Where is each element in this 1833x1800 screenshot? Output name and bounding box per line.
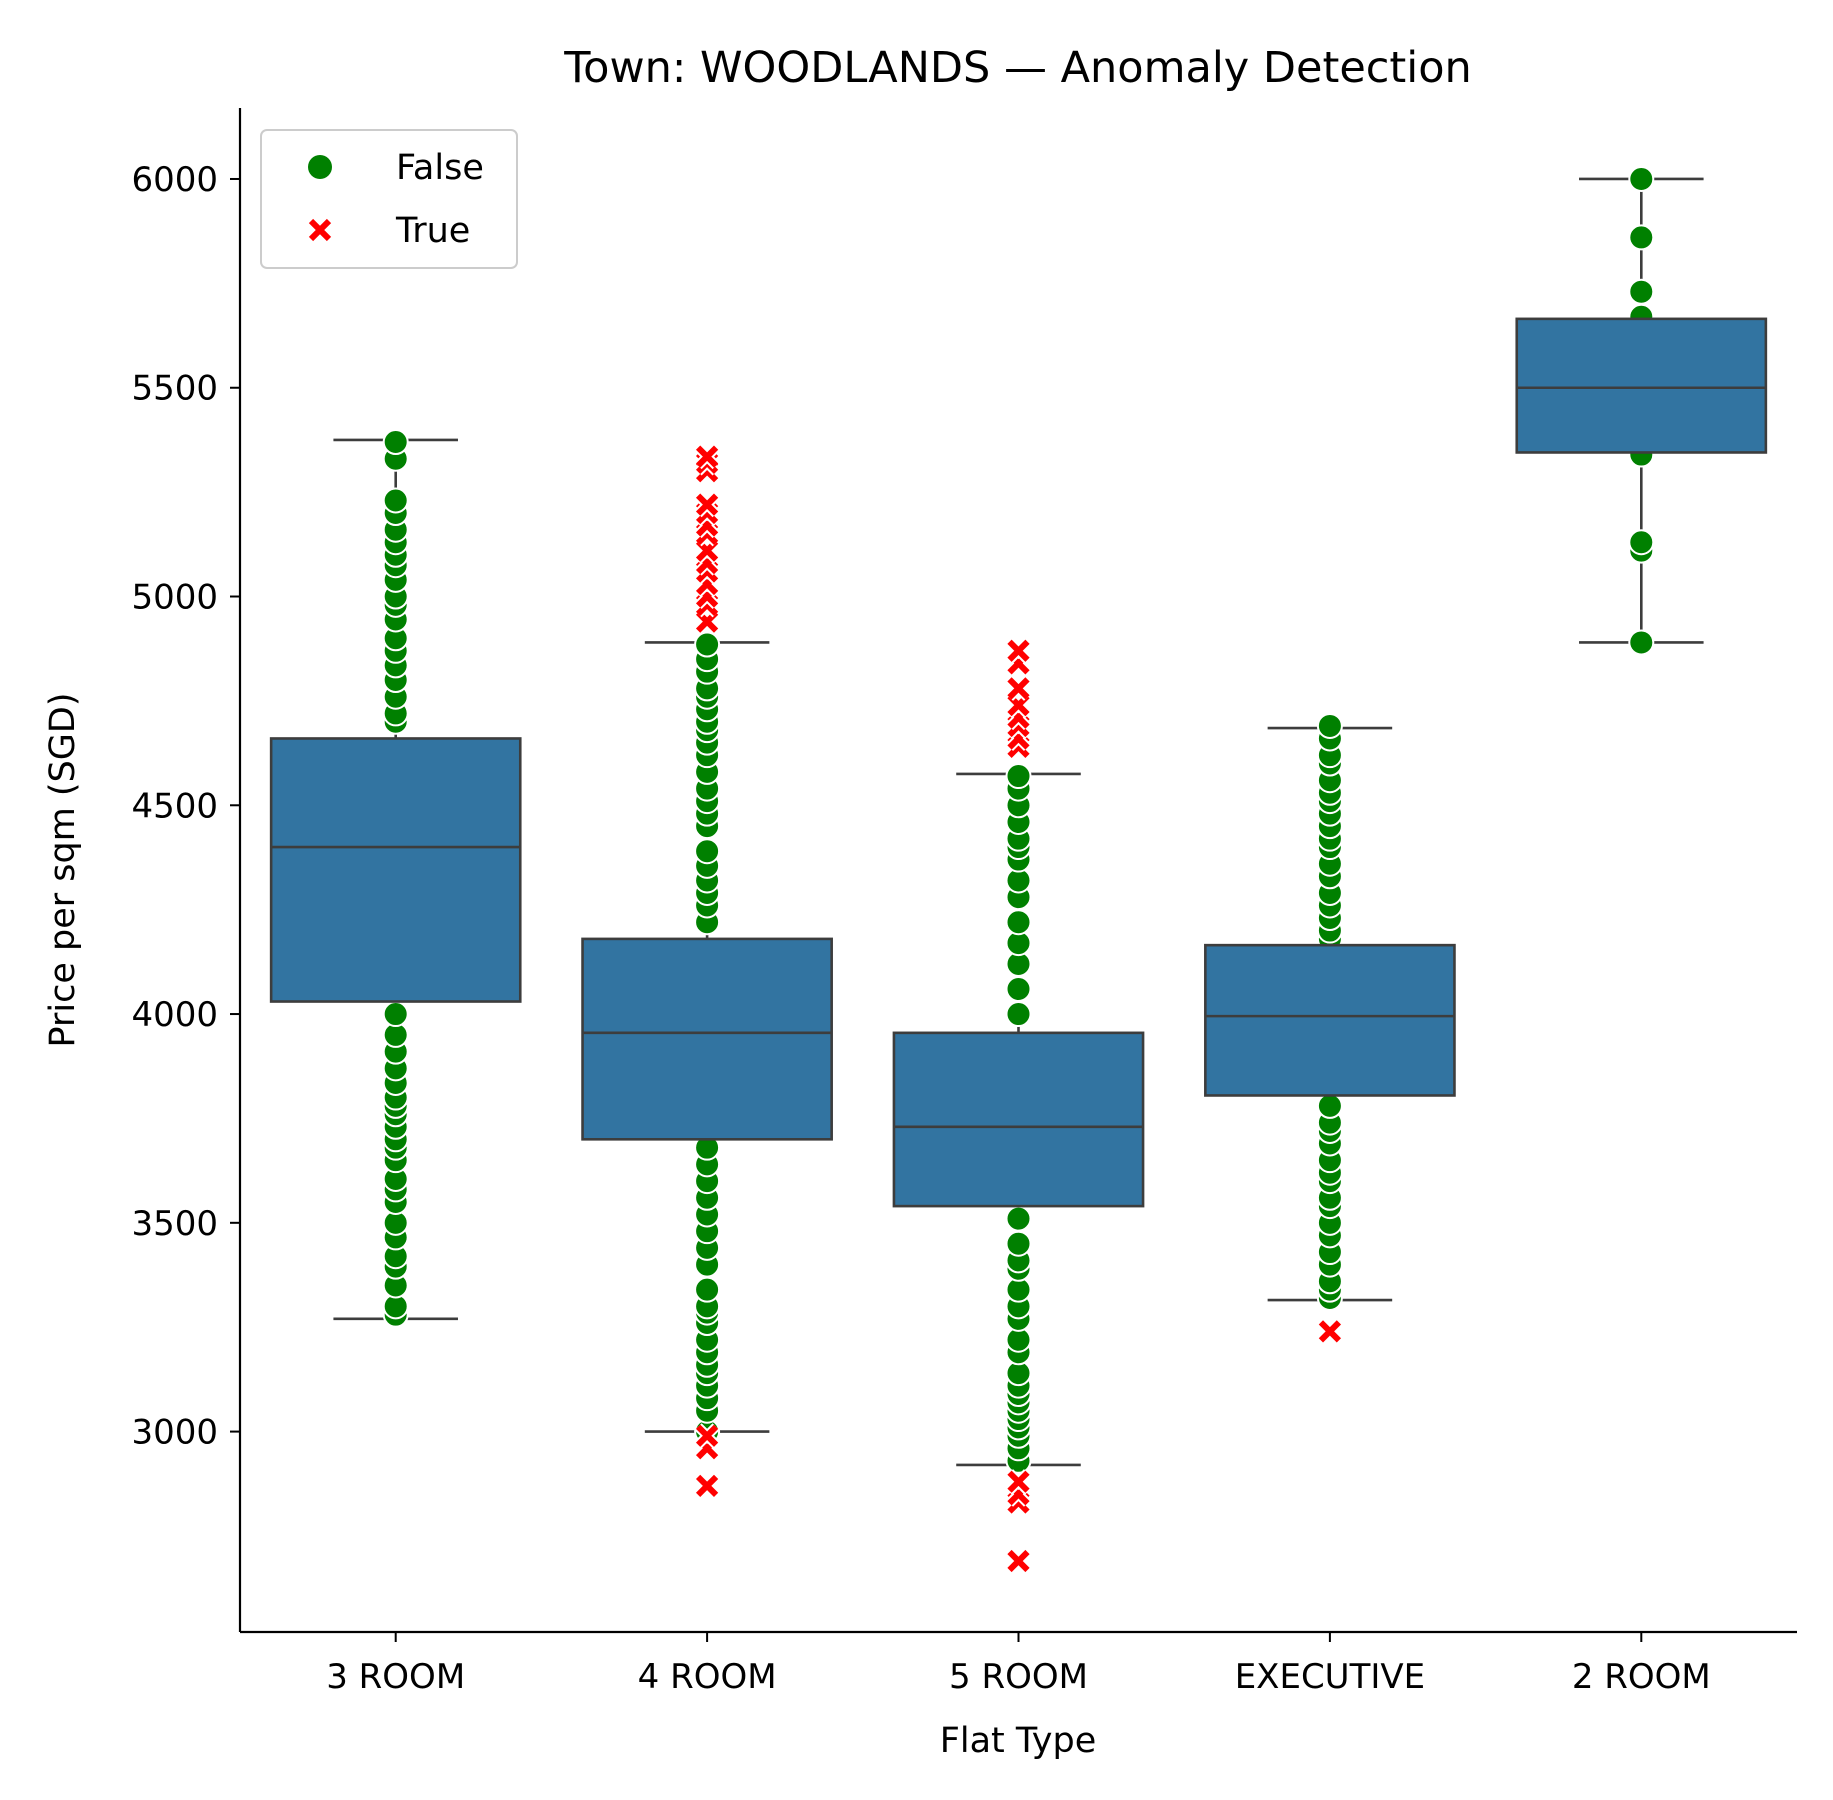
y-tick-label-3500: 3500 [131,1204,218,1244]
box-body-2-room [1515,317,1768,454]
point-anomaly-mark [695,1424,719,1447]
point-normal [1005,763,1032,790]
box-iqr [892,1031,1145,1208]
y-tick-label-5000: 5000 [131,578,218,618]
box-iqr [1515,317,1768,454]
point-anomaly-mark [695,493,719,516]
point-anomaly-mark [1007,639,1030,662]
plot-area [269,165,1768,1574]
box-iqr [1204,943,1456,1097]
box-body-executive [1204,943,1456,1097]
point-normal [694,631,721,658]
legend-label-true: True [395,211,470,251]
point-normal [1316,1092,1343,1119]
point-normal [1005,909,1032,936]
point-anomaly [1005,638,1032,664]
point-anomaly-mark [1318,1320,1342,1343]
points-4-room [694,444,721,1499]
point-anomaly-mark [1007,1549,1030,1573]
point-anomaly [694,444,720,470]
point-normal [1628,529,1655,556]
box-iqr [581,937,833,1141]
point-anomaly-mark [1007,677,1030,700]
point-anomaly [1317,1318,1343,1344]
point-normal [1628,224,1655,251]
points-3-room [382,429,409,1328]
legend-marker-true [308,218,332,242]
point-anomaly [1005,1469,1032,1495]
point-anomaly [1005,675,1032,701]
legend-marker-false [308,155,332,179]
y-tick-label-3000: 3000 [131,1413,218,1453]
box-body-5-room [892,1031,1145,1208]
x-tick-label-2-room: 2 ROOM [1572,1657,1711,1697]
x-axis-label: Flat Type [940,1721,1097,1761]
chart-title: Town: WOODLANDS — Anomaly Detection [563,43,1472,93]
points-5-room [1005,638,1032,1574]
point-normal [1005,975,1032,1002]
point-normal [694,1276,721,1303]
box-iqr [269,737,522,1003]
point-normal [1628,629,1655,656]
x-tick-label-3-room: 3 ROOM [326,1657,465,1697]
y-tick-label-5500: 5500 [131,369,218,409]
point-anomaly-mark [695,1474,719,1497]
point-normal [382,429,409,456]
y-tick-label-4000: 4000 [131,995,218,1035]
y-tick-label-4500: 4500 [131,786,218,826]
point-anomaly-mark [695,445,719,468]
y-tick-label-6000: 6000 [131,160,218,200]
axes: 3000 3500 4000 4500 5000 5500 6000 3 ROOM 4 ROOM… [131,108,1797,1697]
point-normal [1628,165,1655,192]
legend-label-false: False [396,148,484,188]
box-body-3-room [269,737,522,1003]
point-normal [1005,1001,1032,1028]
point-normal [382,1001,409,1028]
point-normal [1628,278,1655,305]
point-normal [382,487,409,514]
x-tick-label-executive: EXECUTIVE [1235,1657,1425,1697]
point-anomaly-mark [1007,1470,1030,1493]
x-tick-label-5-room: 5 ROOM [949,1657,1088,1697]
legend: False True [260,129,518,269]
point-normal [1316,712,1343,739]
point-anomaly [1005,1548,1032,1574]
y-axis-label: Price per sqm (SGD) [43,692,83,1047]
point-anomaly [694,492,720,518]
x-tick-label-4-room: 4 ROOM [638,1657,777,1697]
point-anomaly [694,1423,720,1449]
box-body-4-room [581,937,833,1141]
point-normal [694,838,721,865]
point-normal [1005,1205,1032,1232]
point-anomaly [694,1473,720,1499]
point-normal [1005,1230,1032,1257]
